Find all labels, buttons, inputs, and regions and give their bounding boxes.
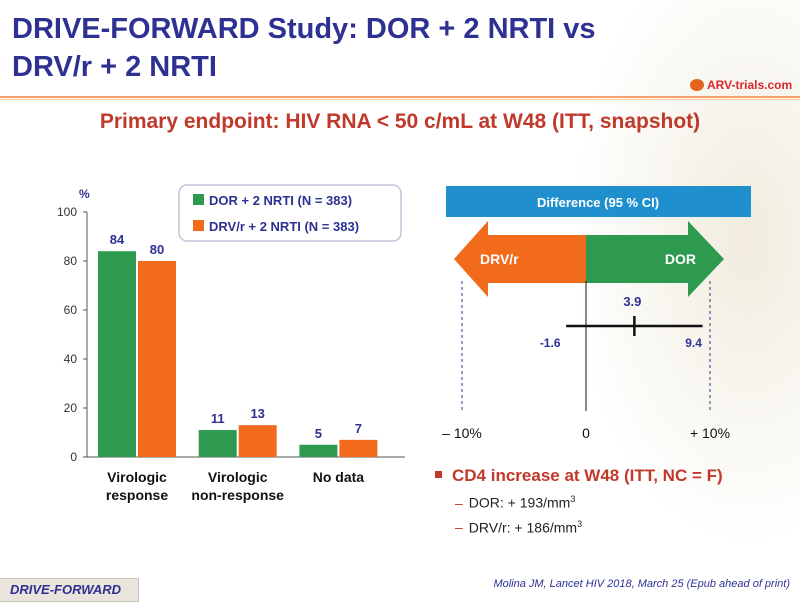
category-label: No data <box>313 469 365 485</box>
bar <box>299 444 338 457</box>
ci-low-label: -1.6 <box>540 336 561 350</box>
bar-chart: % 0 20 40 60 80 100 84 80 11 13 5 7 Virologic respo… <box>57 184 405 503</box>
legend-swatch-drv <box>193 220 204 231</box>
legend-label-drv: DRV/r + 2 NRTI (N = 383) <box>209 219 359 234</box>
category-label: Virologic non-response <box>191 469 284 503</box>
estimate-label: 3.9 <box>623 294 641 309</box>
cd4-block: CD4 increase at W48 (ITT, NC = F) – DOR: … <box>435 466 723 535</box>
y-tick-label: 40 <box>64 352 78 366</box>
x-tick-label: 0 <box>582 425 590 441</box>
x-tick-label: – 10% <box>442 425 482 441</box>
title-divider-thin <box>0 99 800 100</box>
citation: Molina JM, Lancet HIV 2018, March 25 (Ep… <box>493 578 790 590</box>
legend-swatch-dor <box>193 194 204 205</box>
y-tick-label: 0 <box>70 450 77 464</box>
bar <box>198 430 237 457</box>
bar <box>339 439 378 457</box>
bullet-square-icon <box>435 471 442 478</box>
y-axis-label: % <box>79 187 90 201</box>
bar-value-label: 80 <box>150 242 164 257</box>
x-tick-label: + 10% <box>690 425 730 441</box>
ci-high-label: 9.4 <box>685 336 702 350</box>
study-tag: DRIVE-FORWARD <box>0 578 139 602</box>
bar-value-label: 84 <box>110 232 125 247</box>
bar <box>238 425 277 457</box>
background-decoration <box>540 0 800 600</box>
difference-title: Difference (95 % CI) <box>537 195 659 210</box>
cd4-item-drv: – DRV/r: + 186/mm3 <box>455 518 583 536</box>
arrow-favors-drv <box>454 221 586 297</box>
category-label: Virologic response <box>106 469 168 503</box>
bar-value-label: 7 <box>355 421 362 436</box>
legend-label-dor: DOR + 2 NRTI (N = 383) <box>209 193 352 208</box>
cd4-heading: CD4 increase at W48 (ITT, NC = F) <box>435 466 723 486</box>
arrow-favors-dor <box>586 221 724 297</box>
bar-value-label: 11 <box>211 411 225 426</box>
slide-title: DRIVE-FORWARD Study: DOR + 2 NRTI vs DRV… <box>12 13 596 83</box>
y-tick-label: 60 <box>64 303 78 317</box>
arrow-label-dor: DOR <box>665 251 696 267</box>
title-divider <box>0 96 800 98</box>
chart-legend: DOR + 2 NRTI (N = 383) DRV/r + 2 NRTI (N… <box>178 184 402 242</box>
arv-trials-logo: ARV-trials.com <box>690 78 792 92</box>
logo-mark-icon <box>690 79 704 91</box>
bar-value-label: 5 <box>315 426 322 441</box>
difference-header <box>446 186 751 217</box>
bar-value-label: 13 <box>250 406 264 421</box>
primary-endpoint-subtitle: Primary endpoint: HIV RNA < 50 c/mL at W… <box>99 110 701 133</box>
cd4-item-dor: – DOR: + 193/mm3 <box>455 494 576 511</box>
arrow-label-drv: DRV/r <box>480 251 519 267</box>
y-tick-label: 100 <box>57 205 77 219</box>
y-tick-label: 20 <box>64 401 78 415</box>
difference-panel: Difference (95 % CI) DRV/r DOR 3.9 -1.6 9.4 –… <box>442 186 751 441</box>
bar <box>98 251 136 457</box>
y-tick-label: 80 <box>64 254 78 268</box>
bar <box>138 261 176 457</box>
